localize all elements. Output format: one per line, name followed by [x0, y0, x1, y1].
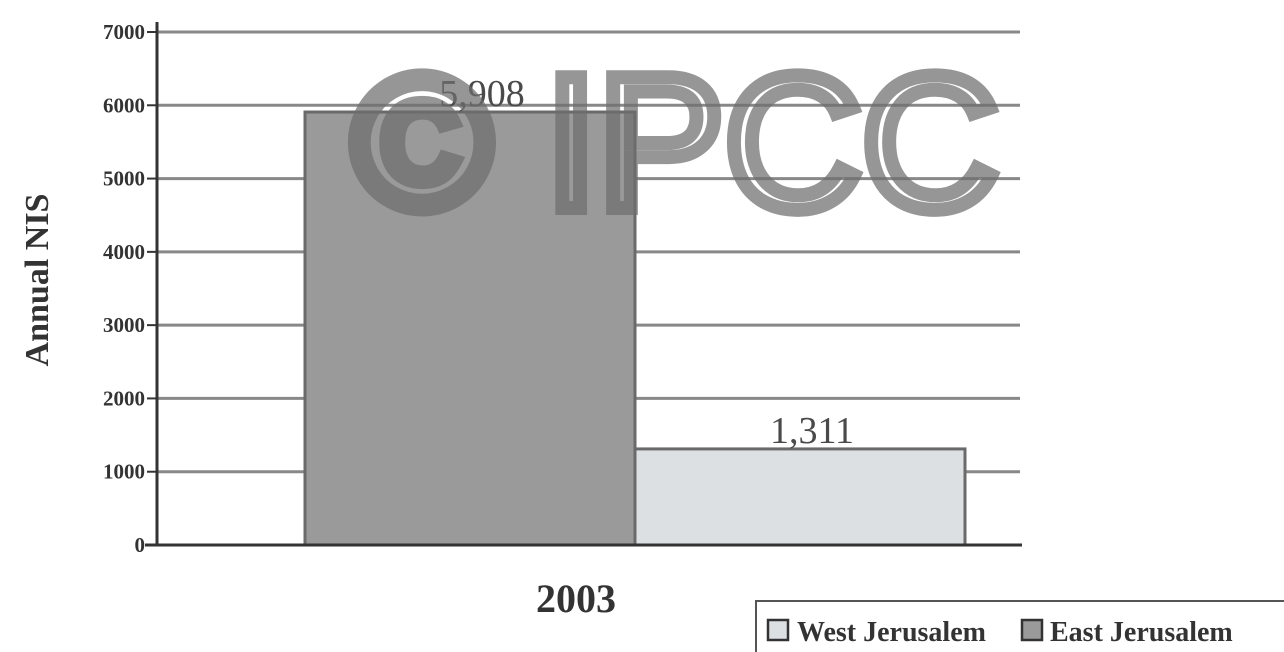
y-tick-label: 3000 [103, 313, 145, 337]
legend-swatch-west-jerusalem [766, 618, 790, 642]
legend-label-west-jerusalem: West Jerusalem [797, 617, 986, 648]
legend: West Jerusalem East Jerusalem [755, 600, 1284, 652]
x-category-label: 2003 [536, 576, 616, 621]
data-label-east-jerusalem: 5,908 [439, 73, 525, 115]
y-tick-label: 4000 [103, 240, 145, 264]
y-tick-label: 6000 [103, 93, 145, 117]
data-label-west-jerusalem: 1,311 [770, 410, 854, 452]
axes [145, 22, 1022, 547]
y-tick-label: 2000 [103, 386, 145, 410]
bar-west-jerusalem [633, 447, 967, 547]
legend-swatch-east-jerusalem [1020, 618, 1044, 642]
y-tick-label: 7000 [103, 20, 145, 44]
legend-label-east-jerusalem: East Jerusalem [1050, 617, 1233, 648]
watermark: © IPCC [352, 37, 999, 249]
y-tick-labels: 0 1000 2000 3000 4000 5000 6000 7000 [103, 20, 157, 557]
y-tick-label: 5000 [103, 167, 145, 191]
legend-border [755, 600, 1284, 652]
y-tick-label: 1000 [103, 460, 145, 484]
data-labels: 5,908 1,311 [439, 73, 854, 452]
y-axis-label: Annual NIS [19, 194, 56, 367]
y-tick-label: 0 [135, 533, 146, 557]
